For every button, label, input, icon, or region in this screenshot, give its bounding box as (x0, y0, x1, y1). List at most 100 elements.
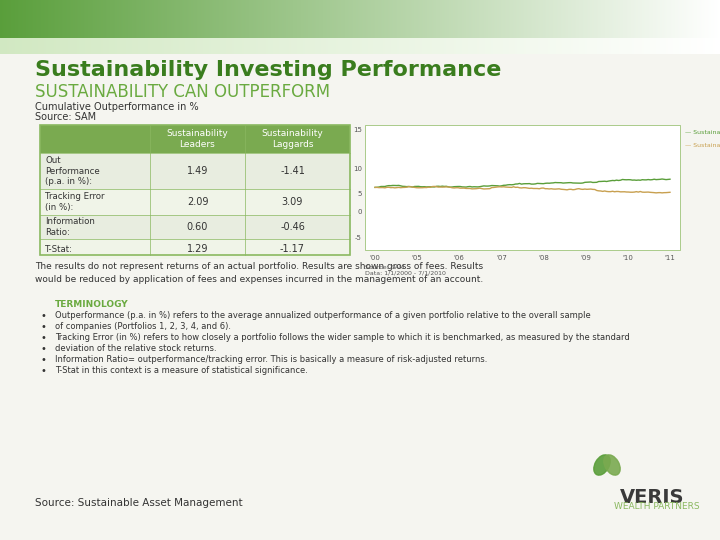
Bar (13, 0, 14, 38)
Bar (92, 0, 93, 38)
Bar (458, 38, 459, 54)
Bar (473, 0, 474, 38)
Bar (660, 38, 661, 54)
Bar (427, 38, 428, 54)
Bar (25, 0, 26, 38)
Bar (607, 38, 608, 54)
Bar (617, 0, 618, 38)
Bar (84, 0, 85, 38)
Bar (320, 0, 321, 38)
Bar (254, 38, 255, 54)
Bar (629, 0, 630, 38)
Bar (491, 0, 492, 38)
Bar (415, 38, 416, 54)
Bar (40, 38, 41, 54)
Bar (263, 0, 264, 38)
Bar (130, 0, 131, 38)
Text: '11: '11 (665, 255, 675, 261)
Bar (475, 38, 476, 54)
Bar (148, 38, 149, 54)
Bar (53, 38, 54, 54)
Bar (131, 0, 132, 38)
Bar (153, 38, 154, 54)
Bar (105, 38, 106, 54)
Bar (514, 38, 515, 54)
Bar (634, 0, 635, 38)
Bar (484, 0, 485, 38)
Bar (110, 0, 111, 38)
Bar (299, 0, 300, 38)
Bar (197, 0, 198, 38)
Bar (201, 0, 202, 38)
Bar (628, 0, 629, 38)
Bar (288, 38, 289, 54)
Bar (206, 0, 207, 38)
Bar (538, 38, 539, 54)
Bar (676, 38, 677, 54)
Bar (200, 38, 201, 54)
Bar (382, 0, 383, 38)
Bar (343, 0, 344, 38)
Bar (62, 38, 63, 54)
Bar (343, 38, 344, 54)
Bar (360, 0, 361, 38)
Bar (74, 38, 75, 54)
Bar (348, 38, 349, 54)
Bar (575, 0, 576, 38)
Bar (539, 0, 540, 38)
Bar (474, 38, 475, 54)
Bar (280, 0, 281, 38)
Bar (407, 38, 408, 54)
Bar (583, 38, 584, 54)
Bar (332, 0, 333, 38)
Bar (577, 38, 578, 54)
Bar (235, 38, 236, 54)
Bar (695, 38, 696, 54)
Bar (402, 38, 403, 54)
Text: 2.09: 2.09 (186, 197, 208, 207)
Bar (651, 38, 652, 54)
Bar (147, 38, 148, 54)
Bar (35, 38, 36, 54)
Bar (285, 0, 286, 38)
Bar (187, 0, 188, 38)
Bar (237, 38, 238, 54)
Bar (98, 38, 99, 54)
Bar (257, 38, 258, 54)
Bar (74, 0, 75, 38)
Bar (250, 38, 251, 54)
Bar (385, 38, 386, 54)
Bar (646, 38, 647, 54)
Bar (125, 0, 126, 38)
Bar (390, 38, 391, 54)
Bar (172, 38, 173, 54)
Bar (656, 0, 657, 38)
Bar (625, 0, 626, 38)
Bar (402, 0, 403, 38)
Bar (50, 0, 51, 38)
Bar (521, 38, 522, 54)
Bar (476, 0, 477, 38)
Bar (51, 38, 52, 54)
Text: '09: '09 (580, 255, 591, 261)
Bar (65, 0, 66, 38)
Bar (482, 38, 483, 54)
Bar (276, 0, 277, 38)
Bar (636, 0, 637, 38)
Bar (520, 38, 521, 54)
Bar (568, 38, 569, 54)
Bar (364, 0, 365, 38)
Bar (105, 0, 106, 38)
Bar (302, 38, 303, 54)
Bar (179, 38, 180, 54)
Bar (146, 0, 147, 38)
Bar (298, 0, 299, 38)
Bar (100, 0, 101, 38)
Bar (361, 0, 362, 38)
Bar (434, 0, 435, 38)
Bar (563, 0, 564, 38)
Bar (331, 0, 332, 38)
Bar (506, 38, 507, 54)
Bar (606, 38, 607, 54)
Bar (205, 0, 206, 38)
